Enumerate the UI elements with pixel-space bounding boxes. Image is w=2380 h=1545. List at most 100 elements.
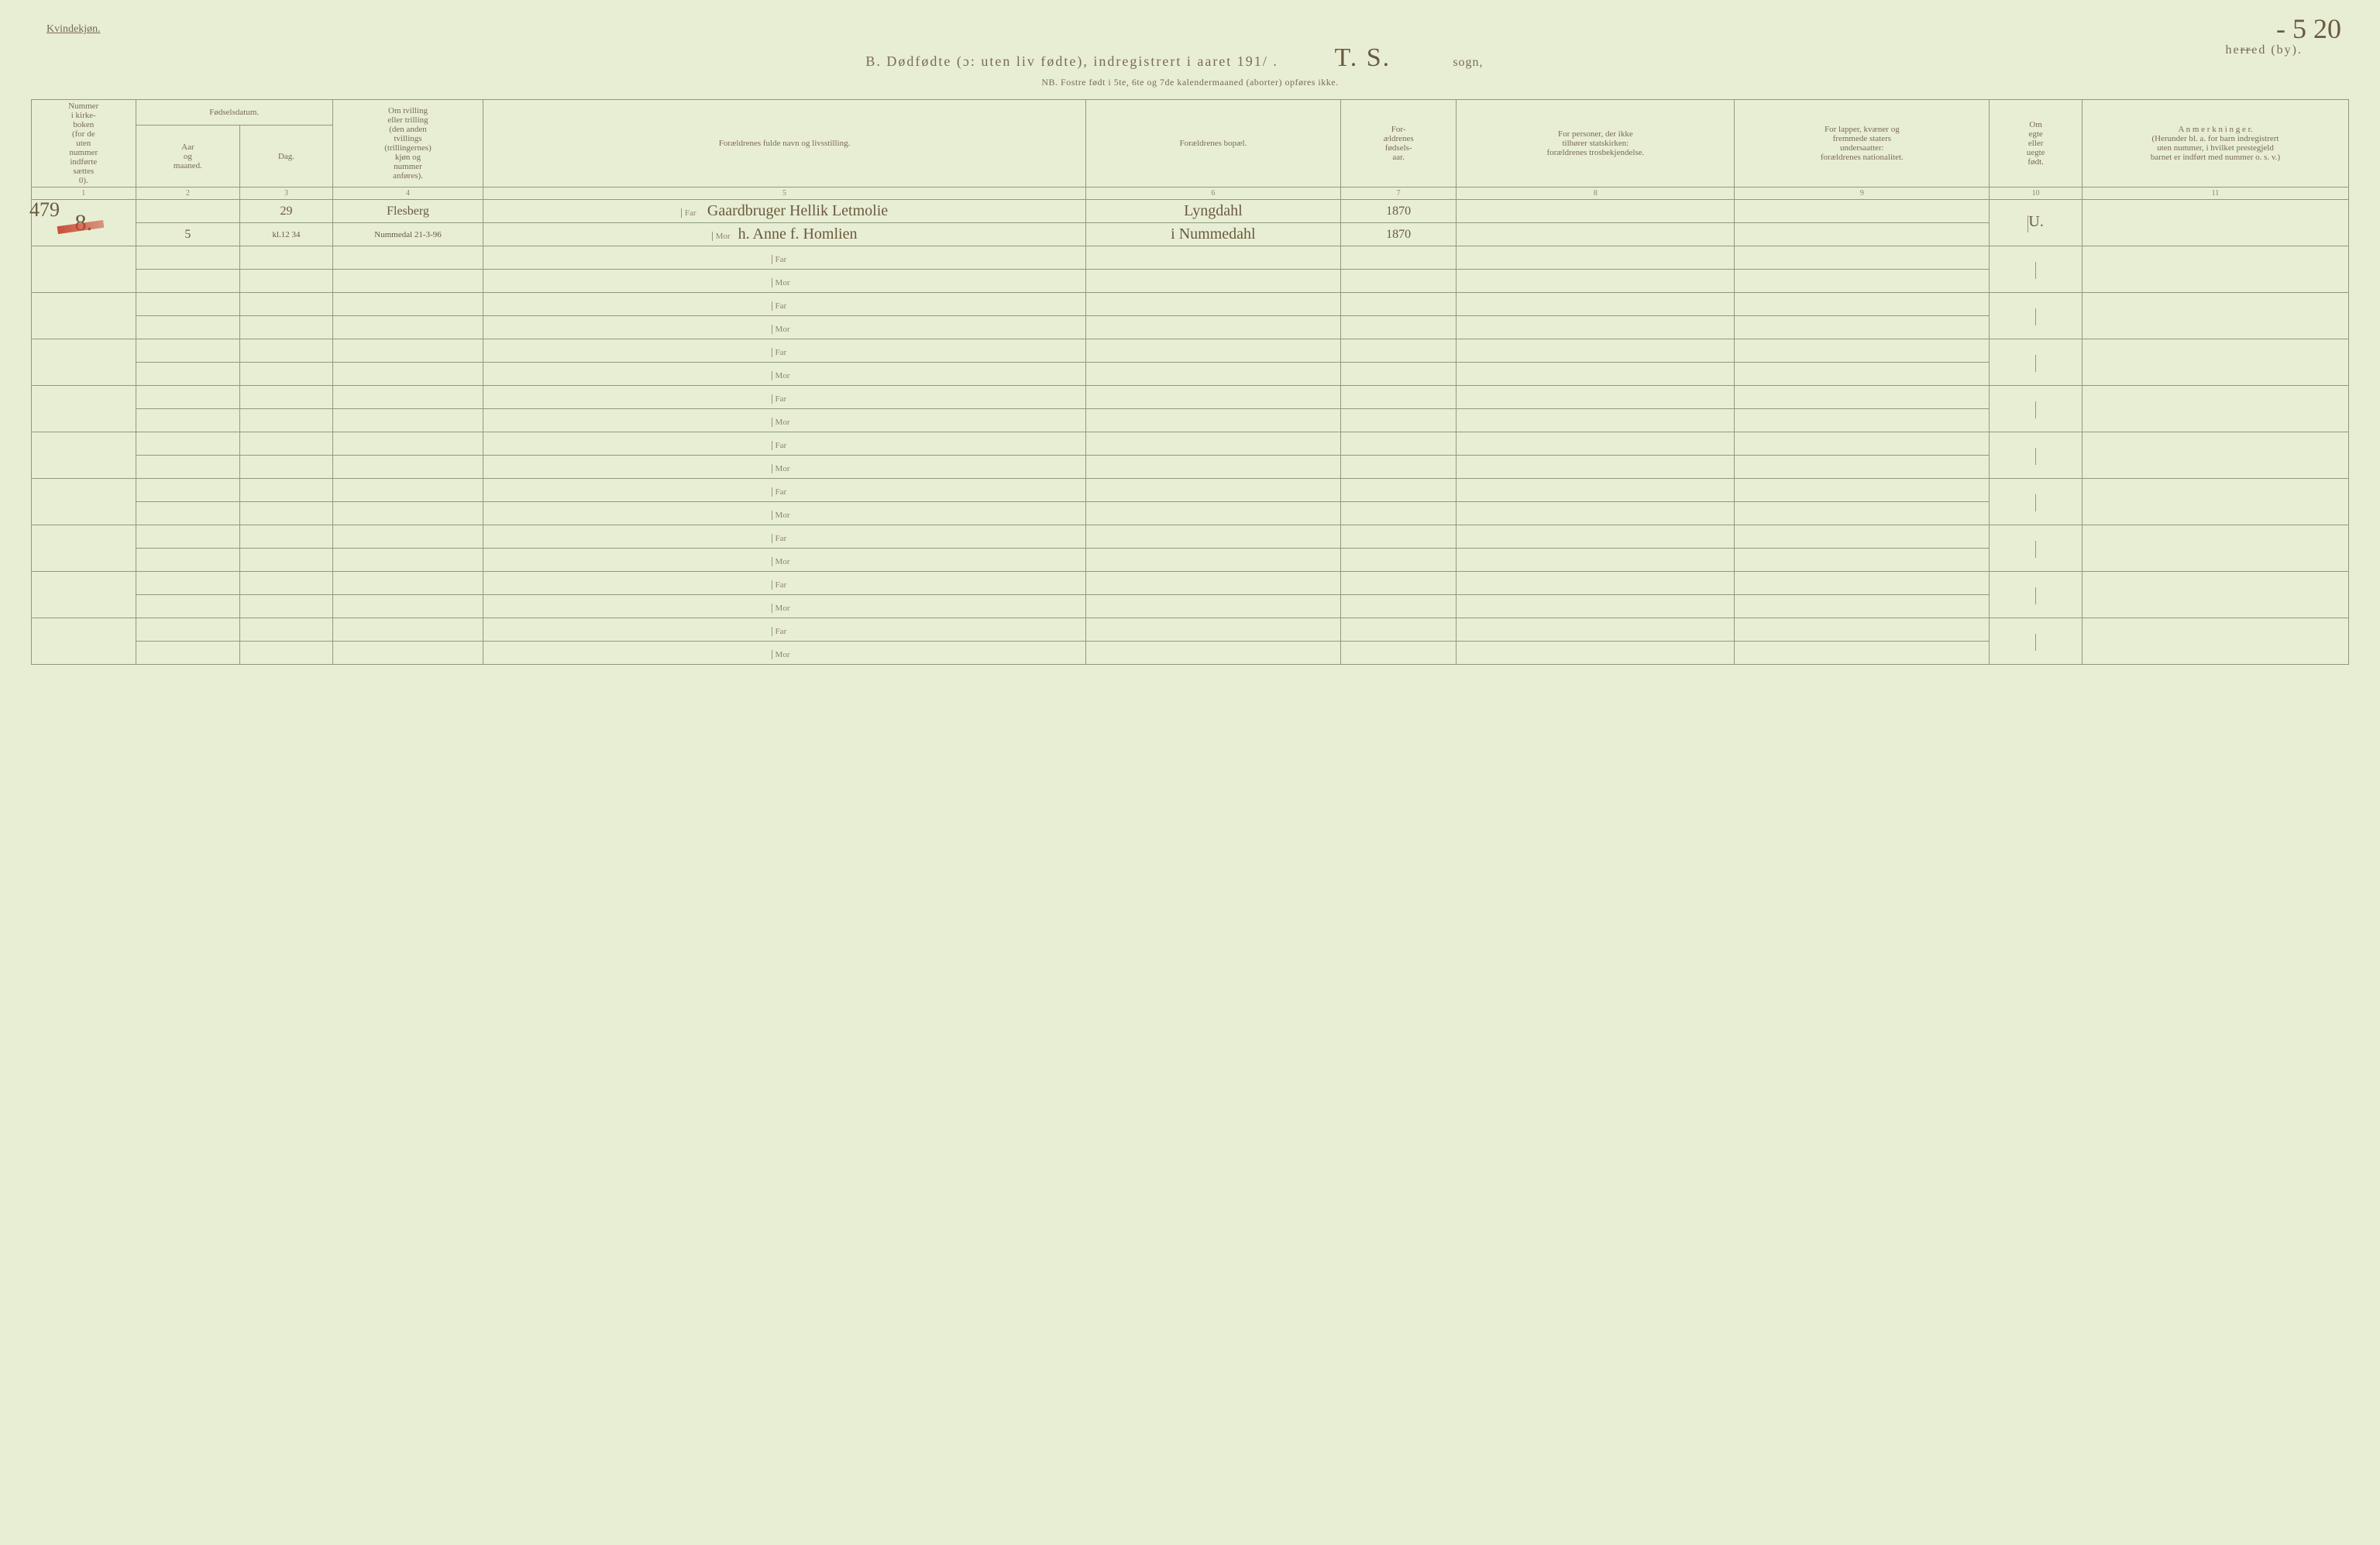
cell-c2b-far (240, 339, 333, 363)
col-header-8: For personer, der ikketilhører statskirk… (1457, 100, 1735, 188)
cell-c1 (32, 432, 136, 479)
col-header-11: A n m e r k n i n g e r.(Herunder bl. a.… (2082, 100, 2348, 188)
cell-c2a-far (136, 200, 240, 223)
cell-c2a-far (136, 572, 240, 595)
form-subtitle: NB. Fostre født i 5te, 6te og 7de kalend… (31, 77, 2349, 88)
title-prefix: B. Dødfødte (ɔ: uten liv fødte), indregi… (865, 53, 1262, 69)
cell-c8-far (1457, 618, 1735, 642)
cell-c6-mor (1085, 456, 1340, 479)
cell-c2b-mor (240, 549, 333, 572)
cell-c8-mor (1457, 456, 1735, 479)
cell-c4-far (332, 618, 483, 642)
cell-c7-far (1340, 479, 1457, 502)
col-header-5: Forældrenes fulde navn og livsstilling. (483, 100, 1086, 188)
column-number-row: 1 2 3 4 5 6 7 8 9 10 11 (32, 188, 2349, 200)
cell-c9-mor (1735, 595, 1990, 618)
cell-c7-far: 1870 (1340, 200, 1457, 223)
cell-c2b-far (240, 432, 333, 456)
cell-c5-far: Far (483, 386, 1086, 409)
cell-c2a-far (136, 525, 240, 549)
cell-c2a-mor (136, 642, 240, 665)
cell-c7-far (1340, 246, 1457, 270)
cell-c7-far (1340, 525, 1457, 549)
entry-row-far: Far (32, 525, 2349, 549)
cell-c7-mor (1340, 409, 1457, 432)
entry-row-far: Far (32, 293, 2349, 316)
cell-c2a-far (136, 432, 240, 456)
cell-c7-mor (1340, 549, 1457, 572)
cell-c5-mor: Mor (483, 363, 1086, 386)
cell-c8-mor (1457, 363, 1735, 386)
entry-row-far: Far (32, 618, 2349, 642)
cell-c9-far (1735, 246, 1990, 270)
cell-c4-mor (332, 642, 483, 665)
cell-c11 (2082, 479, 2348, 525)
cell-c2b-far (240, 479, 333, 502)
col-header-7: For-ældrenesfødsels-aar. (1340, 100, 1457, 188)
cell-c2b-far (240, 386, 333, 409)
cell-c4-mor (332, 316, 483, 339)
entry-row-far: Far (32, 479, 2349, 502)
cell-c4-far (332, 525, 483, 549)
cell-c9-mor (1735, 316, 1990, 339)
cell-c6-mor (1085, 642, 1340, 665)
cell-c7-mor (1340, 316, 1457, 339)
cell-c11 (2082, 572, 2348, 618)
cell-c2b-far (240, 618, 333, 642)
form-title: B. Dødfødte (ɔ: uten liv fødte), indregi… (31, 43, 2349, 74)
cell-c7-mor (1340, 502, 1457, 525)
cell-c1 (32, 525, 136, 572)
entry-row-far: Far (32, 246, 2349, 270)
cell-c10: U. (1990, 200, 2082, 246)
cell-c9-mor (1735, 363, 1990, 386)
cell-c4-mor (332, 502, 483, 525)
cell-c5-mor: Mor (483, 409, 1086, 432)
cell-c2b-mor (240, 456, 333, 479)
entry-row-far: Far (32, 386, 2349, 409)
cell-c6-far (1085, 618, 1340, 642)
cell-c4-far: Flesberg (332, 200, 483, 223)
cell-c9-far (1735, 293, 1990, 316)
cell-c10 (1990, 572, 2082, 618)
cell-c2b-far (240, 572, 333, 595)
cell-c6-mor (1085, 270, 1340, 293)
cell-c5-far: Far (483, 246, 1086, 270)
cell-c2a-far (136, 246, 240, 270)
cell-c9-mor (1735, 642, 1990, 665)
cell-c5-far: FarGaardbruger Hellik Letmolie (483, 200, 1086, 223)
cell-c11 (2082, 339, 2348, 386)
cell-c9-mor (1735, 549, 1990, 572)
cell-c6-mor (1085, 502, 1340, 525)
col-header-9: For lapper, kvæner ogfremmede statersund… (1735, 100, 1990, 188)
title-year-slash: / . (1263, 53, 1278, 69)
cell-c8-mor (1457, 316, 1735, 339)
cell-c4-mor (332, 270, 483, 293)
cell-c8-far (1457, 293, 1735, 316)
cell-c9-far (1735, 572, 1990, 595)
cell-c5-mor: Mor (483, 549, 1086, 572)
cell-c8-mor (1457, 270, 1735, 293)
cell-c8-mor (1457, 409, 1735, 432)
cell-c6-far (1085, 293, 1340, 316)
cell-c9-far (1735, 618, 1990, 642)
cell-c4-far (332, 339, 483, 363)
cell-c6-mor (1085, 595, 1340, 618)
cell-c9-mor (1735, 270, 1990, 293)
cell-c8-far (1457, 479, 1735, 502)
cell-c8-far (1457, 339, 1735, 363)
cell-c6-mor (1085, 409, 1340, 432)
cell-c7-far (1340, 293, 1457, 316)
col-header-6: Forældrenes bopæl. (1085, 100, 1340, 188)
cell-c10 (1990, 246, 2082, 293)
cell-c5-mor: Mor (483, 502, 1086, 525)
cell-c8-mor (1457, 595, 1735, 618)
cell-c1 (32, 572, 136, 618)
gender-label: Kvindekjøn. (46, 23, 2349, 36)
cell-c2b-far (240, 246, 333, 270)
cell-c10 (1990, 525, 2082, 572)
cell-c6-far: Lyngdahl (1085, 200, 1340, 223)
cell-c5-far: Far (483, 339, 1086, 363)
cell-c8-far (1457, 525, 1735, 549)
cell-c8-mor (1457, 549, 1735, 572)
cell-c5-far: Far (483, 432, 1086, 456)
